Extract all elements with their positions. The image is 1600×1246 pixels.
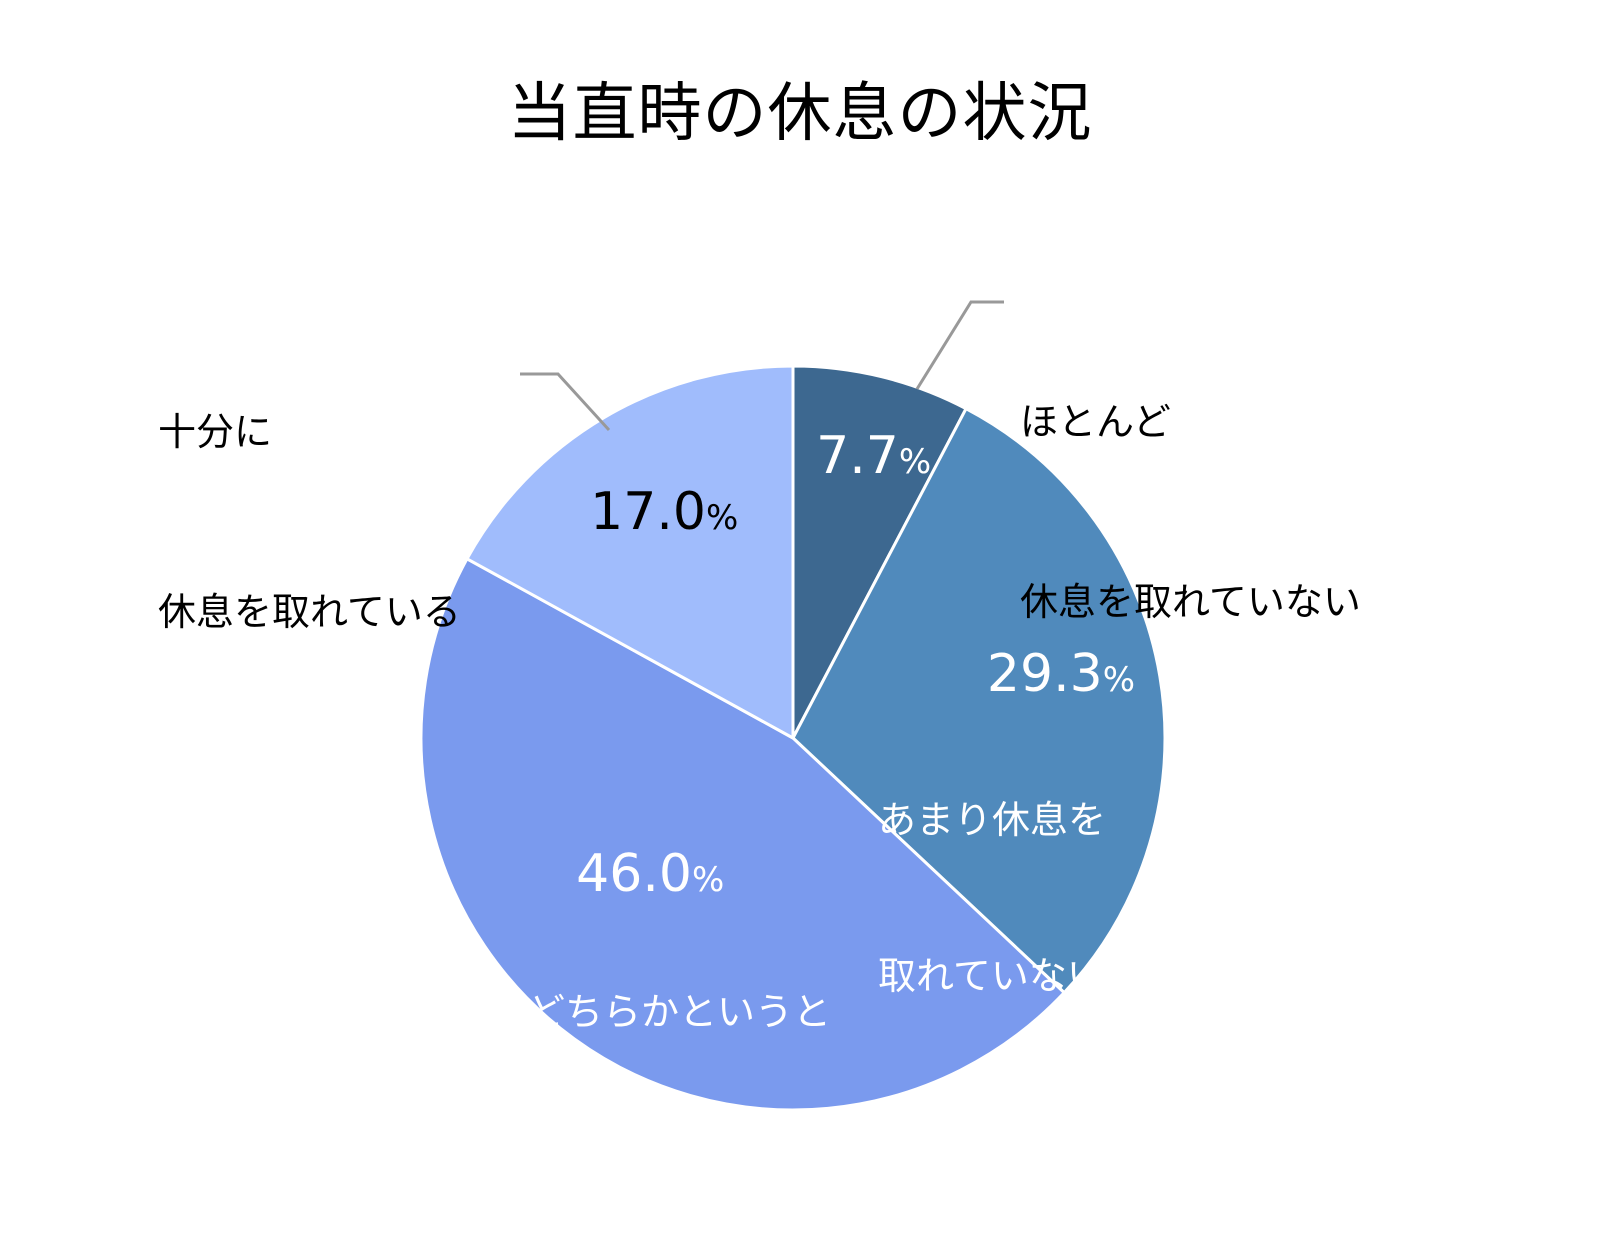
slice-label-s3-category: 十分に 休息を取れている [158,410,461,634]
pie-slice-1 [791,407,1167,995]
chart-title: 当直時の休息の状況 [507,77,1093,151]
pie-slices [419,364,1167,1112]
slice-label-s1-category: あまり休息を 取れていない [878,798,1107,998]
slice-label-s2-category: どちらかというと 休息を取れている [527,990,832,1190]
pie-slice-2 [419,557,1066,1112]
slice-label-s1-value: 29.3% [986,644,1135,704]
leader-line-s0 [915,300,1004,390]
slice-label-s3-value: 17.0% [590,482,739,542]
pie-slice-0 [791,364,968,740]
pie-chart [419,300,1167,1112]
leader-line-s3 [520,372,611,432]
slice-label-s2-value: 46.0% [576,844,725,904]
pie-slice-3 [465,364,795,740]
slice-label-s0-category: ほとんど 休息を取れていない [1020,400,1361,624]
slice-label-s0-value: 7.7% [816,426,932,486]
